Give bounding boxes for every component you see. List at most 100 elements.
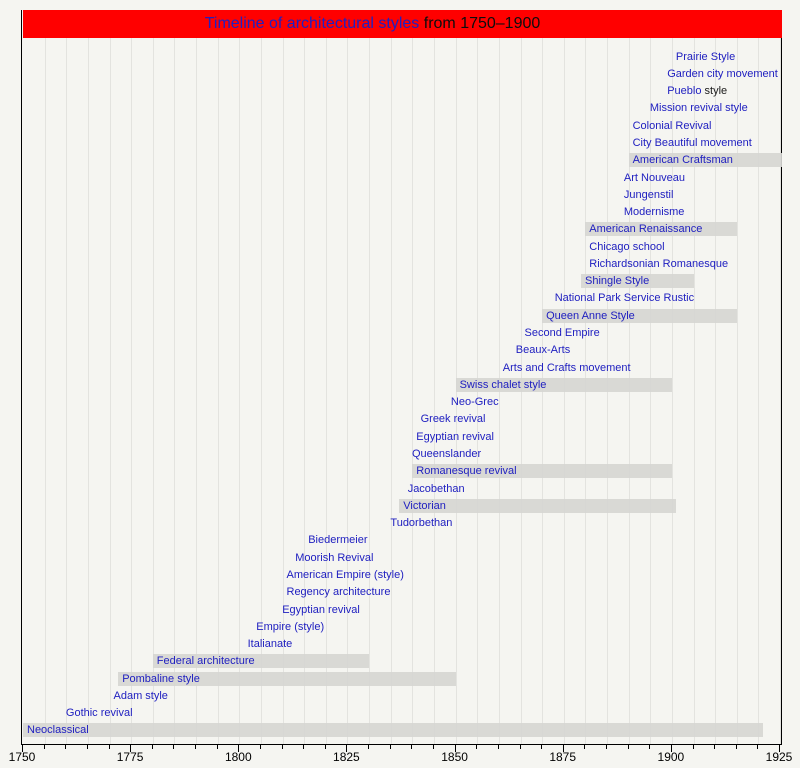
timeline-label[interactable]: Italianate (247, 638, 293, 650)
timeline-label[interactable]: American Empire (style) (286, 568, 404, 581)
gridline (455, 10, 457, 744)
axis-tick-label: 1800 (224, 750, 252, 764)
timeline-label[interactable]: Mission revival style (649, 102, 748, 115)
gridline (325, 10, 327, 744)
gridline (196, 10, 197, 744)
timeline-label[interactable]: Art Nouveau (623, 171, 686, 184)
timeline-label[interactable]: Neo-Grec (450, 396, 499, 409)
timeline-label[interactable]: Swiss chalet style (459, 378, 547, 391)
timeline-label[interactable]: Romanesque revival (416, 465, 517, 478)
timeline-label[interactable]: Adam style (113, 689, 168, 702)
axis-tick-label: 1925 (765, 750, 793, 764)
axis-minor-tick (195, 745, 196, 749)
gridline (607, 10, 608, 744)
page-title: Timeline of architectural styles from 17… (205, 15, 541, 33)
timeline-label[interactable]: Regency architecture (286, 586, 391, 599)
timeline-label[interactable]: Biedermeier (308, 534, 368, 547)
gridline (433, 10, 435, 744)
gridline (628, 10, 630, 744)
gridline (66, 10, 68, 744)
title-link[interactable]: Timeline of architectural styles (204, 15, 420, 32)
timeline-label[interactable]: Tudorbethan (390, 517, 453, 530)
gridline (693, 10, 695, 744)
timeline-label[interactable]: Prairie Style (675, 50, 736, 63)
timeline-label[interactable]: Colonial Revival (632, 119, 712, 132)
axis-major-tick (562, 745, 564, 752)
gridline (260, 10, 262, 744)
timeline-label[interactable]: Egyptian revival (416, 430, 494, 443)
axis-minor-tick (649, 745, 651, 749)
axis-minor-tick (497, 745, 499, 749)
axis-minor-tick (43, 745, 45, 749)
axis-major-tick (454, 745, 456, 752)
gridline (671, 10, 673, 744)
timeline-label[interactable]: Jungenstil (623, 188, 674, 201)
gridline (477, 10, 479, 744)
axis-major-tick (130, 745, 132, 752)
timeline-label[interactable]: National Park Service Rustic (554, 292, 695, 305)
axis-minor-tick (303, 745, 305, 749)
timeline-label[interactable]: Jacobethan (407, 482, 465, 495)
timeline-label-suffix: style (701, 85, 728, 98)
axis-minor-tick (281, 745, 283, 749)
gridline (239, 10, 241, 744)
axis-major-tick (238, 745, 240, 752)
timeline-bar (412, 464, 672, 479)
timeline-label[interactable]: Pueblo style (667, 85, 728, 98)
axis-minor-tick (584, 745, 586, 749)
axis-major-tick (346, 745, 348, 752)
timeline-label[interactable]: Queen Anne Style (546, 309, 635, 322)
timeline-label[interactable]: Second Empire (524, 327, 600, 339)
gridline (217, 10, 219, 744)
axis-minor-tick (476, 745, 478, 749)
gridline (780, 10, 781, 744)
timeline-label[interactable]: Empire (style) (256, 620, 325, 633)
timeline-label[interactable]: Shingle Style (585, 275, 650, 288)
gridline (44, 10, 46, 744)
timeline-bar (118, 671, 456, 686)
timeline-label[interactable]: Garden city movement (667, 67, 778, 80)
timeline-label[interactable]: Pombaline style (122, 672, 200, 685)
gridline (390, 10, 392, 744)
timeline-plot-area: Prairie Style Garden city movement Pueblo … (21, 10, 782, 745)
gridline (347, 10, 349, 744)
timeline-label[interactable]: Arts and Crafts movement (502, 361, 631, 374)
axis-minor-tick (519, 745, 521, 749)
x-axis: 1750 1775 1800 1825 1850 1875 1900 1925 (0, 745, 800, 768)
axis-tick-label: 1875 (549, 750, 577, 764)
timeline-label[interactable]: Moorish Revival (295, 551, 374, 564)
axis-minor-tick (389, 745, 391, 749)
timeline-label[interactable]: Federal architecture (156, 655, 255, 668)
axis-tick-label: 1775 (116, 750, 144, 764)
timeline-label[interactable]: Beaux-Arts (515, 344, 571, 357)
gridline (304, 10, 306, 744)
timeline-bar (581, 274, 694, 289)
timeline-label[interactable]: Richardsonian Romanesque (589, 257, 729, 270)
axis-minor-tick (173, 745, 175, 749)
gridline (412, 10, 414, 744)
axis-minor-tick (86, 745, 88, 749)
axis-minor-tick (368, 745, 370, 749)
axis-minor-tick (108, 745, 110, 749)
axis-minor-tick (151, 745, 153, 749)
timeline-label[interactable]: American Renaissance (589, 223, 703, 236)
timeline-label[interactable]: Greek revival (420, 413, 486, 426)
timeline-bar (585, 222, 737, 237)
timeline-label[interactable]: City Beautiful movement (632, 136, 752, 149)
timeline-label[interactable]: Queenslander (412, 447, 482, 460)
gridline (585, 10, 587, 744)
gridline (563, 10, 565, 744)
axis-tick-label: 1750 (8, 750, 36, 764)
timeline-bar (23, 723, 763, 738)
timeline-label[interactable]: Modernisme (623, 206, 685, 218)
timeline-label[interactable]: Gothic revival (65, 707, 133, 720)
timeline-label[interactable]: Neoclassical (27, 724, 89, 737)
timeline-label[interactable]: Egyptian revival (282, 603, 360, 616)
timeline-bar (455, 377, 672, 392)
axis-major-tick (670, 745, 672, 752)
timeline-bar (399, 498, 677, 513)
timeline-label[interactable]: Chicago school (589, 240, 665, 253)
timeline-label[interactable]: American Craftsman (632, 154, 733, 167)
timeline-label[interactable]: Victorian (403, 499, 446, 512)
